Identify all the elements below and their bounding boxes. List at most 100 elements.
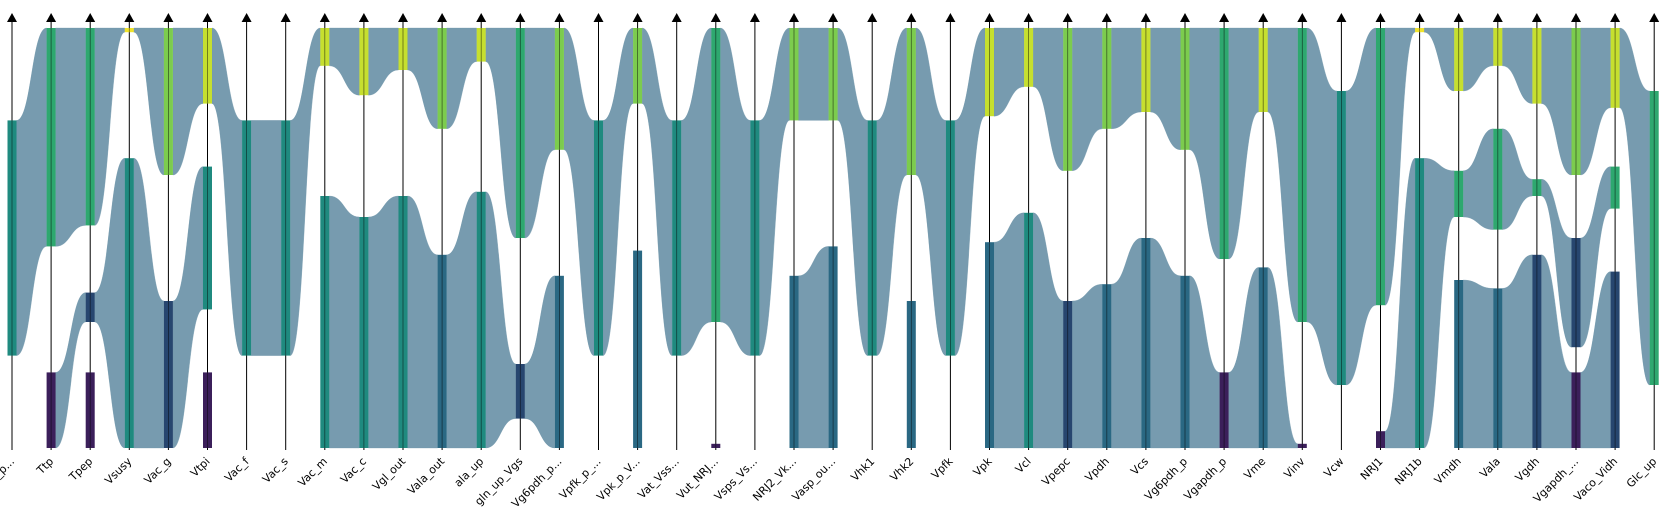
axis-label: NRJ1b xyxy=(1392,455,1425,488)
flow-ribbon xyxy=(1463,128,1494,230)
flow-ribbon xyxy=(368,27,399,96)
axis-label: Vac_c xyxy=(338,455,369,486)
axis-arrowhead xyxy=(398,13,408,22)
axis-arrowhead xyxy=(1258,13,1269,22)
flow-ribbon xyxy=(1502,254,1533,449)
flow-ribbon xyxy=(1580,166,1611,348)
flow-ribbon xyxy=(211,27,243,356)
axis-arrowhead xyxy=(85,13,96,22)
category-axes xyxy=(7,13,1660,450)
axis-label: Tpep xyxy=(66,455,95,484)
axis-arrowhead xyxy=(1023,13,1034,22)
flow-ribbon xyxy=(1463,27,1494,92)
flow-ribbon xyxy=(1111,27,1142,129)
flow-ribbon xyxy=(1423,158,1455,449)
flow-ribbon xyxy=(1384,27,1416,306)
axis-arrowhead xyxy=(1649,13,1660,22)
axis-arrowhead xyxy=(1101,13,1112,22)
axis-label: Vpfk xyxy=(929,454,956,481)
axis-arrowhead xyxy=(1610,13,1621,22)
axis-arrowhead xyxy=(46,13,57,22)
axis-label: Vac_g xyxy=(142,455,174,487)
axis-label: Vsusy xyxy=(102,455,134,487)
axis-arrowhead xyxy=(124,13,135,22)
flow-ribbon xyxy=(485,27,516,239)
flow-ribbon xyxy=(1345,27,1377,386)
axis-arrowhead xyxy=(280,13,291,22)
flow-ribbon xyxy=(329,195,360,449)
flow-ribbon xyxy=(1072,27,1103,171)
flow-ribbon xyxy=(94,27,125,226)
axis-arrowhead xyxy=(671,13,682,22)
axis-arrowhead xyxy=(437,13,448,22)
axis-label: Ttp xyxy=(34,455,57,478)
flow-ribbon xyxy=(563,27,595,356)
flow-ribbon xyxy=(993,212,1025,449)
flow-ribbon xyxy=(55,27,86,247)
flow-ribbon xyxy=(1032,27,1064,171)
flow-ribbon xyxy=(993,27,1025,117)
axis-label: Vgapdh_p xyxy=(1181,455,1229,503)
axis-label: Vala_out xyxy=(405,454,448,497)
axis-arrowhead xyxy=(710,13,721,22)
axis-arrowhead xyxy=(1180,13,1190,22)
axis-label: Vhk1 xyxy=(848,455,877,484)
axis-label: ala_up xyxy=(452,455,487,490)
axis-arrowhead xyxy=(1571,13,1581,22)
axis-arrowhead xyxy=(632,13,643,22)
flow-ribbon xyxy=(1502,27,1533,104)
flow-ribbon xyxy=(407,27,438,129)
axis-arrowhead xyxy=(241,13,252,22)
axis-arrowhead xyxy=(828,13,839,22)
axis-arrowhead xyxy=(1140,13,1151,22)
flow-ribbon xyxy=(1306,27,1338,386)
flow-ribbon xyxy=(16,27,47,356)
flow-ribbon xyxy=(1541,179,1572,348)
axis-arrowhead xyxy=(867,13,878,22)
axis-arrowhead xyxy=(1297,13,1308,22)
axis-arrowhead xyxy=(945,13,956,22)
flow-ribbon xyxy=(172,166,204,449)
flow-ribbon xyxy=(641,27,673,356)
axis-label: Vpepc xyxy=(1039,455,1072,488)
flow-ribbon xyxy=(329,27,360,96)
axis-label: Vno_p... xyxy=(0,455,17,495)
flow-ribbon xyxy=(1619,27,1650,386)
flow-ribbon xyxy=(720,27,751,356)
flow-ribbon xyxy=(1267,27,1298,323)
axis-label: Vgdh xyxy=(1513,455,1542,484)
flow-ribbon xyxy=(837,27,868,356)
flow-ribbon xyxy=(798,246,829,449)
axis-label: Vme xyxy=(1241,455,1268,482)
axis-arrowhead xyxy=(202,13,213,22)
axis-arrowhead xyxy=(749,13,760,22)
axis-arrowhead xyxy=(163,13,174,22)
flow-ribbon xyxy=(1502,128,1533,230)
axis-label: Vac_m xyxy=(295,455,329,489)
axis-arrowhead xyxy=(789,13,799,22)
flow-ribbon xyxy=(602,27,634,356)
flow-ribbon xyxy=(1580,271,1611,449)
flow-ribbon xyxy=(1384,158,1416,449)
flow-ribbon xyxy=(1189,27,1220,260)
axis-label: Vcl xyxy=(1013,455,1034,476)
flow-ribbon xyxy=(524,275,556,449)
flow-ribbon xyxy=(1463,279,1494,449)
axis-arrowhead xyxy=(1062,13,1073,22)
flow-ribbon xyxy=(1423,27,1455,92)
flow-ribbon xyxy=(1580,27,1611,176)
flow-ribbon xyxy=(446,191,477,449)
flow-ribbon xyxy=(1150,27,1181,150)
axis-label: Vac_s xyxy=(260,455,291,486)
axis-label: Vala xyxy=(1477,455,1503,481)
flow-ribbon xyxy=(1228,267,1259,449)
axis-arrowhead xyxy=(984,13,995,22)
axis-label: Vac_f xyxy=(222,454,252,484)
flow-ribbon xyxy=(681,27,712,356)
flow-ribbon xyxy=(172,27,204,176)
axis-arrowhead xyxy=(1492,13,1503,22)
flow-ribbons xyxy=(16,27,1650,449)
flow-ribbon xyxy=(55,292,86,449)
axis-arrowhead xyxy=(7,13,17,22)
